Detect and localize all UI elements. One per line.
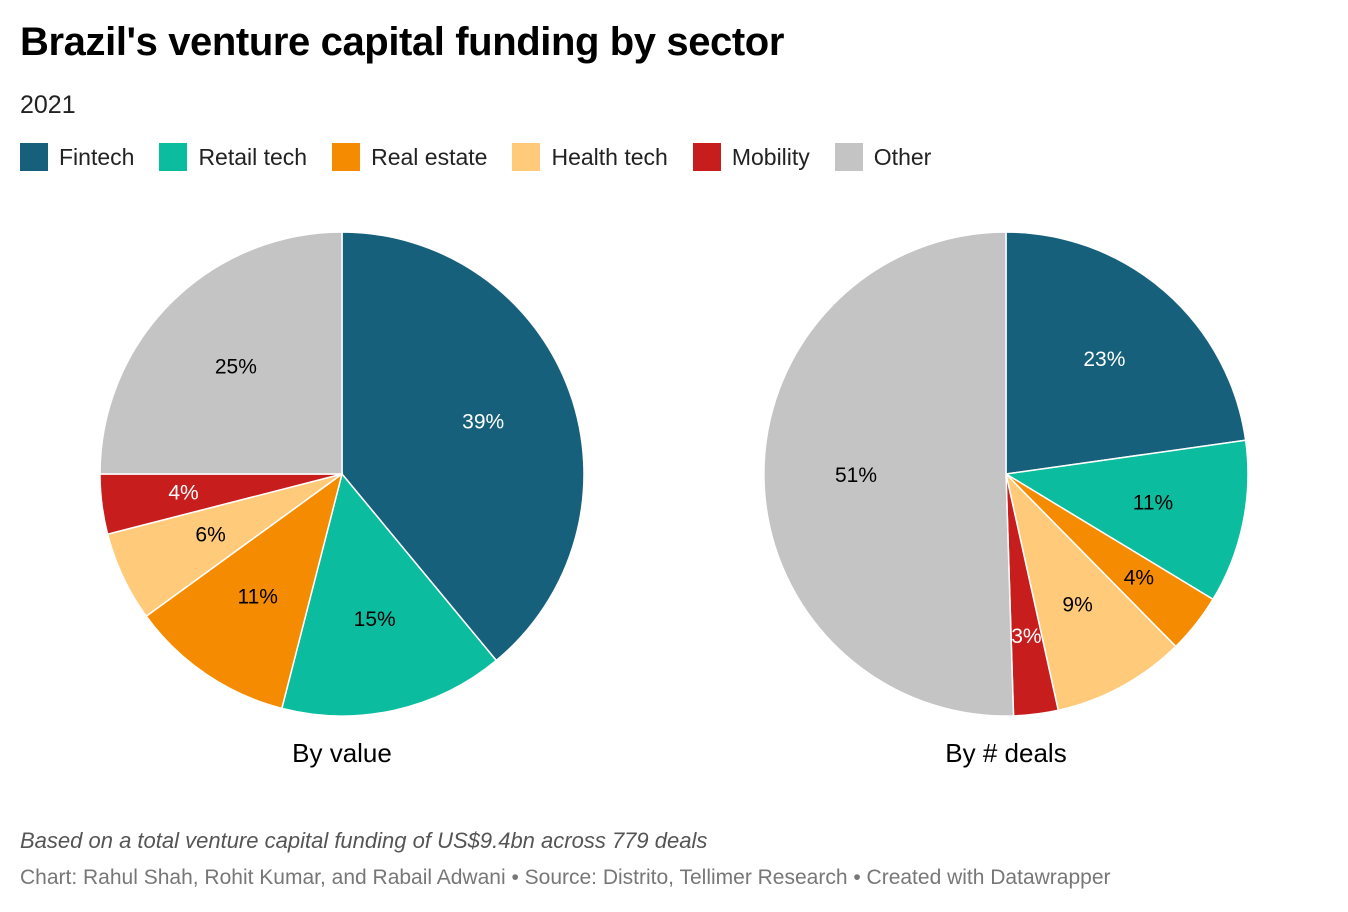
legend-swatch-retail-tech: [159, 143, 188, 171]
pie-charts: 39% 15% 11% 6% 4% 25% By value 23% 11% 4% 9% 3% 51%…: [99, 231, 1249, 768]
legend-swatch-other: [834, 143, 863, 171]
legend-swatch-health-tech: [512, 143, 541, 171]
chart-note: Based on a total venture capital funding…: [20, 828, 708, 853]
pie-slice-fintech: [1005, 231, 1247, 475]
legend-item-mobility: Mobility: [692, 143, 810, 171]
legend-item-retail-tech: Retail tech: [159, 143, 307, 171]
slice-label-other: 51%: [835, 464, 877, 487]
legend-item-health-tech: Health tech: [512, 143, 668, 171]
slice-label-real-estate: 4%: [1124, 567, 1154, 590]
pie-caption: By # deals: [945, 738, 1066, 768]
legend-item-other: Other: [834, 143, 932, 171]
legend-label-fintech: Fintech: [59, 143, 135, 170]
legend-label-retail-tech: Retail tech: [198, 143, 308, 170]
pie-slice-real-estate: [145, 472, 344, 710]
slice-label-health-tech: 9%: [1062, 593, 1092, 616]
legend-swatch-real-estate: [332, 143, 361, 171]
slice-label-fintech: 23%: [1083, 348, 1125, 371]
slice-label-retail-tech: 15%: [354, 608, 396, 631]
legend-label-real-estate: Real estate: [371, 143, 488, 170]
legend-label-other: Other: [873, 143, 932, 170]
slice-label-real-estate: 11%: [237, 586, 277, 609]
pie-slice-retail-tech: [280, 472, 498, 717]
pie-slice-other: [99, 231, 343, 475]
pie-slice-health-tech: [1004, 471, 1177, 712]
slice-label-retail-tech: 11%: [1133, 492, 1173, 515]
pie-by-deals: 23% 11% 4% 9% 3% 51% By # deals: [763, 231, 1249, 768]
legend: Fintech Retail tech Real estate Health t…: [20, 143, 956, 171]
legend-swatch-mobility: [692, 143, 721, 171]
chart-title: Brazil's venture capital funding by sect…: [20, 20, 785, 64]
slice-label-fintech: 39%: [462, 411, 504, 434]
slice-label-mobility: 3%: [1011, 625, 1041, 648]
slice-label-other: 25%: [215, 355, 257, 378]
slice-label-mobility: 4%: [168, 482, 198, 505]
legend-item-fintech: Fintech: [20, 143, 134, 171]
chart-credits: Chart: Rahul Shah, Rohit Kumar, and Raba…: [20, 866, 1111, 889]
legend-label-health-tech: Health tech: [551, 143, 668, 170]
legend-item-real-estate: Real estate: [332, 143, 487, 171]
slice-label-health-tech: 6%: [195, 523, 225, 546]
pie-slice-fintech: [341, 231, 585, 662]
pie-slice-retail-tech: [1003, 439, 1249, 601]
legend-swatch-fintech: [20, 143, 48, 171]
legend-label-mobility: Mobility: [731, 143, 810, 170]
pie-caption: By value: [292, 738, 392, 768]
pie-slice-other: [763, 231, 1015, 717]
pie-by-value: 39% 15% 11% 6% 4% 25% By value: [99, 231, 585, 768]
chart-subtitle: 2021: [20, 91, 76, 119]
